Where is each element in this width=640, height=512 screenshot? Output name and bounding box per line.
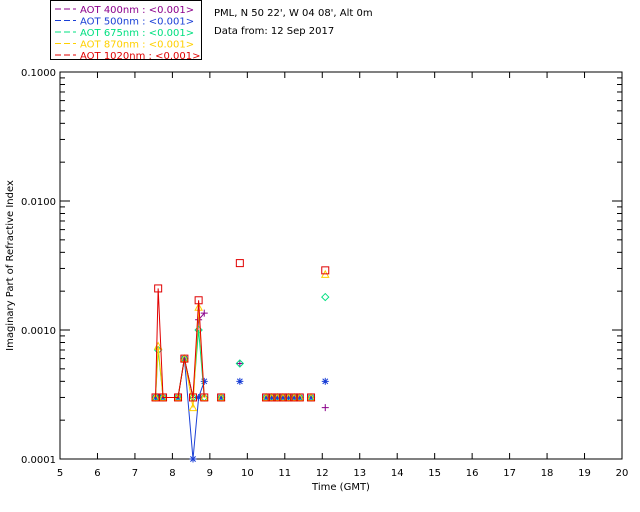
data-point-1020nm <box>284 393 293 402</box>
data-point-1020nm <box>194 296 203 305</box>
data-point-500nm <box>217 393 225 401</box>
data-point-1020nm <box>200 393 209 402</box>
data-point-500nm <box>279 393 287 401</box>
data-point-500nm <box>321 377 329 385</box>
data-point-1020nm <box>174 393 183 402</box>
data-point-1020nm <box>262 393 271 402</box>
x-tick-label: 19 <box>578 468 591 479</box>
y-axis-label: Imaginary Part of Refractive Index <box>5 180 16 351</box>
legend-label: AOT 870nm : <0.001> <box>80 40 194 51</box>
x-tick-label: 7 <box>132 468 138 479</box>
data-point-500nm <box>290 393 298 401</box>
date-info: Data from: 12 Sep 2017 <box>214 26 335 37</box>
data-point-500nm <box>154 393 162 401</box>
data-point-500nm <box>200 377 208 385</box>
data-point-1020nm <box>267 393 276 402</box>
data-point-1020nm <box>278 393 287 402</box>
legend-label: AOT 675nm : <0.001> <box>80 28 194 39</box>
data-point-870nm <box>188 403 198 412</box>
legend-label: AOT 400nm : <0.001> <box>80 5 194 16</box>
data-point-500nm <box>285 393 293 401</box>
x-tick-label: 15 <box>428 468 441 479</box>
data-point-1020nm <box>217 393 226 402</box>
series-line-1020nm <box>155 288 205 398</box>
data-point-675nm <box>235 359 245 368</box>
data-point-1020nm <box>290 393 299 402</box>
data-point-500nm <box>262 393 270 401</box>
data-point-500nm <box>273 393 281 401</box>
data-point-870nm <box>194 302 203 311</box>
data-point-675nm <box>194 325 203 335</box>
data-point-500nm <box>307 393 315 401</box>
data-point-500nm <box>296 393 304 401</box>
data-point-500nm <box>236 377 244 385</box>
x-tick-label: 14 <box>391 468 404 479</box>
data-point-1020nm <box>295 393 304 402</box>
x-tick-label: 12 <box>316 468 329 479</box>
x-tick-label: 13 <box>353 468 366 479</box>
legend-label: AOT 500nm : <0.001> <box>80 17 194 28</box>
series-line-500nm <box>155 358 205 460</box>
data-point-1020nm <box>321 266 330 275</box>
data-point-1020nm <box>159 393 168 402</box>
x-tick-label: 6 <box>94 468 100 479</box>
data-point-400nm <box>236 359 244 367</box>
plot-frame <box>59 71 623 460</box>
y-tick-label: 0.0010 <box>21 326 56 337</box>
data-point-1020nm <box>307 393 316 402</box>
data-point-500nm <box>189 455 197 463</box>
data-point-1020nm <box>235 259 244 268</box>
data-point-500nm <box>268 393 276 401</box>
x-tick-label: 18 <box>541 468 554 479</box>
x-axis-label: Time (GMT) <box>311 482 370 493</box>
x-tick-label: 17 <box>503 468 516 479</box>
x-tick-label: 11 <box>278 468 291 479</box>
data-point-1020nm <box>189 393 198 402</box>
data-point-1020nm <box>180 354 189 363</box>
x-tick-label: 16 <box>466 468 479 479</box>
data-point-1020nm <box>273 393 282 402</box>
x-tick-label: 5 <box>57 468 63 479</box>
y-tick-label: 0.0100 <box>21 197 56 208</box>
data-point-400nm <box>321 404 329 412</box>
y-tick-label: 0.0001 <box>21 455 56 466</box>
legend-label: AOT 1020nm : <0.001> <box>80 51 200 62</box>
x-tick-label: 8 <box>169 468 175 479</box>
site-info: PML, N 50 22', W 04 08', Alt 0m <box>214 8 373 19</box>
x-tick-label: 10 <box>241 468 254 479</box>
data-point-500nm <box>195 393 203 401</box>
data-point-675nm <box>321 292 330 302</box>
x-tick-label: 20 <box>616 468 629 479</box>
y-tick-label: 0.1000 <box>21 68 56 79</box>
x-tick-label: 9 <box>207 468 213 479</box>
data-point-1020nm <box>154 284 163 293</box>
legend-box <box>50 0 202 60</box>
data-point-400nm <box>195 316 203 324</box>
data-point-400nm <box>200 309 208 317</box>
